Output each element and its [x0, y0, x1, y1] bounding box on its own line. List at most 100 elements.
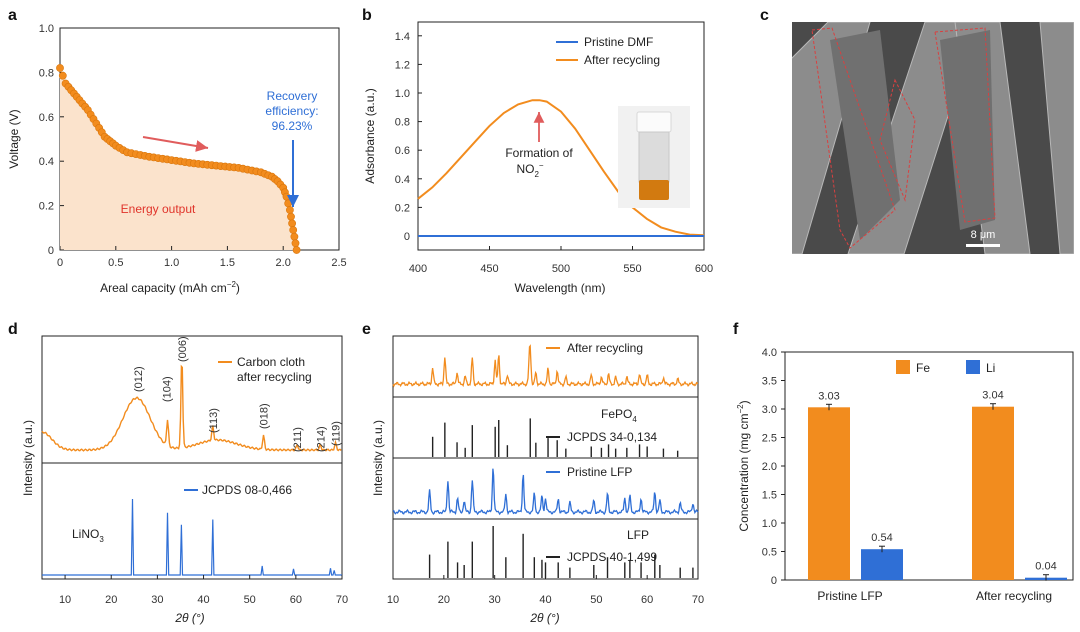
chart-d-xtick-label: 70 [336, 594, 348, 606]
chart-f-ytick-label: 3.5 [762, 376, 777, 388]
chart-f-cat-0: Pristine LFP [817, 589, 882, 603]
panel-letter-d: d [8, 321, 18, 338]
chart-d-xtick-label: 40 [197, 594, 209, 606]
chart-f-value-label: 3.04 [982, 390, 1003, 402]
chart-e-xtick-label: 20 [438, 594, 450, 606]
sem-scale-label: 8 μm [971, 229, 996, 241]
chart-a-recovery-value: 96.23% [272, 119, 313, 133]
chart-b-xtick-label: 400 [409, 263, 427, 275]
chart-b-formation-label: Formation of [505, 146, 573, 160]
chart-f-legend-fe: Fe [916, 361, 930, 375]
chart-f-value-label: 3.03 [818, 390, 839, 402]
chart-f-legend-swatch-fe [896, 360, 910, 374]
chart-d-peak-label: (214) [315, 426, 327, 452]
chart-b-ytick-label: 1.0 [395, 88, 410, 100]
chart-a-xtick-label: 1.0 [164, 257, 179, 269]
sem-image: 8 μm [792, 22, 1074, 254]
panel-letter-e: e [362, 321, 371, 338]
chart-a-xtick-label: 0 [57, 257, 63, 269]
chart-a-ytick-label: 0.8 [39, 67, 54, 79]
chart-f-ytick-label: 2.5 [762, 433, 777, 445]
chart-a-ylabel: Voltage (V) [7, 109, 21, 168]
chart-e-fepo4-label: FePO4 [601, 407, 637, 424]
chart-e-legend-recycling: After recycling [567, 341, 643, 355]
chart-a-point [284, 199, 293, 208]
panel-letter-a: a [8, 7, 17, 24]
chart-d-xlabel: 2θ (°) [174, 611, 204, 625]
chart-f: 0 0.5 1.0 1.5 2.0 2.5 3.0 3.5 4.0 3.03 3.04 0.54 0.… [736, 347, 1074, 603]
sem-scale-bar [966, 244, 1000, 247]
chart-a-trend-arrow [142, 136, 209, 152]
chart-d-legend-line1: Carbon cloth [237, 355, 305, 369]
chart-a-energy-label: Energy output [121, 202, 196, 216]
chart-d-peak-label: (006) [177, 336, 189, 362]
chart-b-xlabel: Wavelength (nm) [515, 281, 606, 295]
chart-d-peak-label: (012) [133, 366, 145, 392]
chart-d-lino3-label: LiNO3 [72, 527, 104, 544]
chart-a-point [291, 239, 300, 248]
chart-b-legend-recycling: After recycling [584, 53, 660, 67]
chart-a-xtick-label: 2.0 [276, 257, 291, 269]
chart-b-ytick-label: 1.2 [395, 59, 410, 71]
chart-f-ylabel: Concentration (mg cm−2) [736, 400, 751, 531]
chart-e-series-pristine-lfp [392, 468, 699, 516]
chart-e-xtick-label: 70 [692, 594, 704, 606]
chart-f-bar [972, 406, 1014, 580]
chart-f-ytick-label: 3.0 [762, 404, 777, 416]
chart-d-xtick-label: 20 [105, 594, 117, 606]
chart-a-point [282, 192, 291, 201]
chart-f-ytick-label: 1.0 [762, 518, 777, 530]
panel-letter-f: f [733, 321, 739, 338]
chart-d-peak-label: (104) [162, 376, 174, 402]
chart-b-legend-dmf: Pristine DMF [584, 35, 653, 49]
chart-b-no2-label: NO2− [516, 161, 543, 179]
panel-letter-c: c [760, 7, 769, 24]
chart-d-series-jcpds [42, 498, 342, 576]
chart-a-point [58, 71, 67, 80]
chart-a-ytick-label: 0.4 [39, 156, 54, 168]
chart-d-peak-label: (211) [292, 427, 304, 452]
chart-a-xlabel: Areal capacity (mAh cm−2) [100, 280, 240, 295]
chart-b-ylabel: Adsorbance (a.u.) [363, 88, 377, 183]
chart-e-fepo4-ref: JCPDS 34-0,134 [567, 430, 657, 444]
chart-b-series-after-recycling [417, 99, 705, 237]
chart-d-legend-jcpds: JCPDS 08-0,466 [202, 483, 292, 497]
chart-e-xtick-label: 40 [539, 594, 551, 606]
chart-f-bar [861, 549, 903, 580]
chart-d: (012) (104) (006) (113) (018) (211) (214) (119)… [21, 335, 348, 625]
chart-b-xtick-label: 500 [552, 263, 570, 275]
chart-a-energy-area [60, 68, 297, 250]
chart-a-point [292, 246, 301, 254]
chart-a-ytick-label: 0 [48, 245, 54, 257]
chart-e-xlabel: 2θ (°) [529, 611, 559, 625]
chart-a-xtick-label: 0.5 [108, 257, 123, 269]
chart-d-xtick-label: 10 [59, 594, 71, 606]
chart-f-bar [808, 407, 850, 580]
chart-f-value-label: 0.04 [1035, 561, 1056, 573]
chart-e-ylabel: Intensity (a.u.) [371, 420, 385, 496]
chart-e-lfp-label: LFP [627, 528, 649, 542]
chart-a: 0 0.5 1.0 1.5 2.0 2.5 0 0.2 0.4 0.6 0.8 1.0 Recover… [7, 23, 347, 295]
chart-f-ytick-label: 2.0 [762, 461, 777, 473]
chart-a-point [56, 64, 64, 72]
chart-a-point [288, 219, 296, 228]
chart-d-xtick-label: 30 [151, 594, 163, 606]
chart-a-ytick-label: 1.0 [39, 23, 54, 35]
chart-e-series-after-recycling [392, 344, 698, 388]
chart-a-point [287, 212, 295, 221]
chart-e-xtick-label: 10 [387, 594, 399, 606]
chart-f-ytick-label: 0 [771, 575, 777, 587]
chart-d-peak-label: (119) [331, 421, 343, 446]
chart-d-peak-label: (113) [208, 408, 220, 433]
chart-f-value-label: 0.54 [871, 532, 892, 544]
chart-d-series-carbon-cloth [41, 364, 342, 452]
chart-b-ytick-label: 0.2 [395, 202, 410, 214]
chart-e-xtick-label: 30 [489, 594, 501, 606]
vial-photo [618, 106, 690, 208]
chart-f-ytick-label: 0.5 [762, 547, 777, 559]
chart-a-ytick-label: 0.6 [39, 112, 54, 124]
chart-f-legend-li: Li [986, 361, 995, 375]
chart-b-xtick-label: 450 [480, 263, 498, 275]
chart-d-xtick-label: 50 [244, 594, 256, 606]
